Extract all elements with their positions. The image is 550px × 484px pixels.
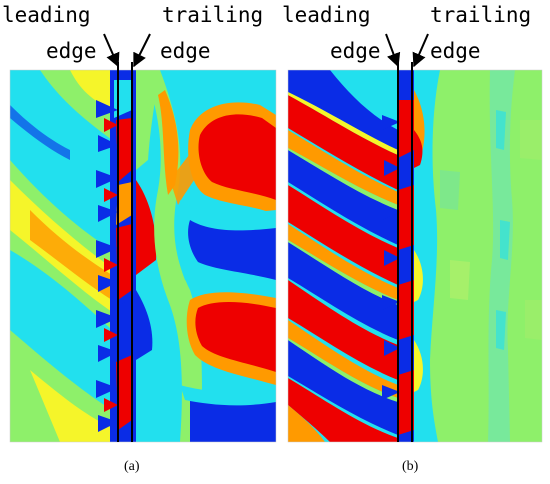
panel-a: leading edge trailing edge (a) (2, 3, 277, 474)
trailing-edge-arrow-a (133, 33, 151, 68)
leading-edge-label-b-line2: edge (330, 39, 381, 63)
caption-a: (a) (124, 459, 140, 474)
leading-edge-label-b-line1: leading (282, 3, 371, 27)
panel-b: leading edge trailing edge (b) (282, 3, 543, 474)
trailing-edge-label-b-line2: edge (430, 39, 481, 63)
contour-plot-b (288, 70, 542, 442)
leading-edge-label-a-line2: edge (46, 39, 97, 63)
trailing-edge-label-b-line1: trailing (430, 3, 531, 27)
leading-edge-label-a-line1: leading (2, 3, 91, 27)
trailing-edge-arrow-b (412, 33, 429, 68)
trailing-edge-label-a-line2: edge (160, 39, 211, 63)
trailing-edge-label-a-line1: trailing (162, 3, 263, 27)
leading-edge-arrow-a (103, 33, 120, 68)
contour-plot-a (10, 70, 276, 442)
caption-b: (b) (402, 459, 419, 474)
leading-edge-arrow-b (385, 33, 401, 68)
